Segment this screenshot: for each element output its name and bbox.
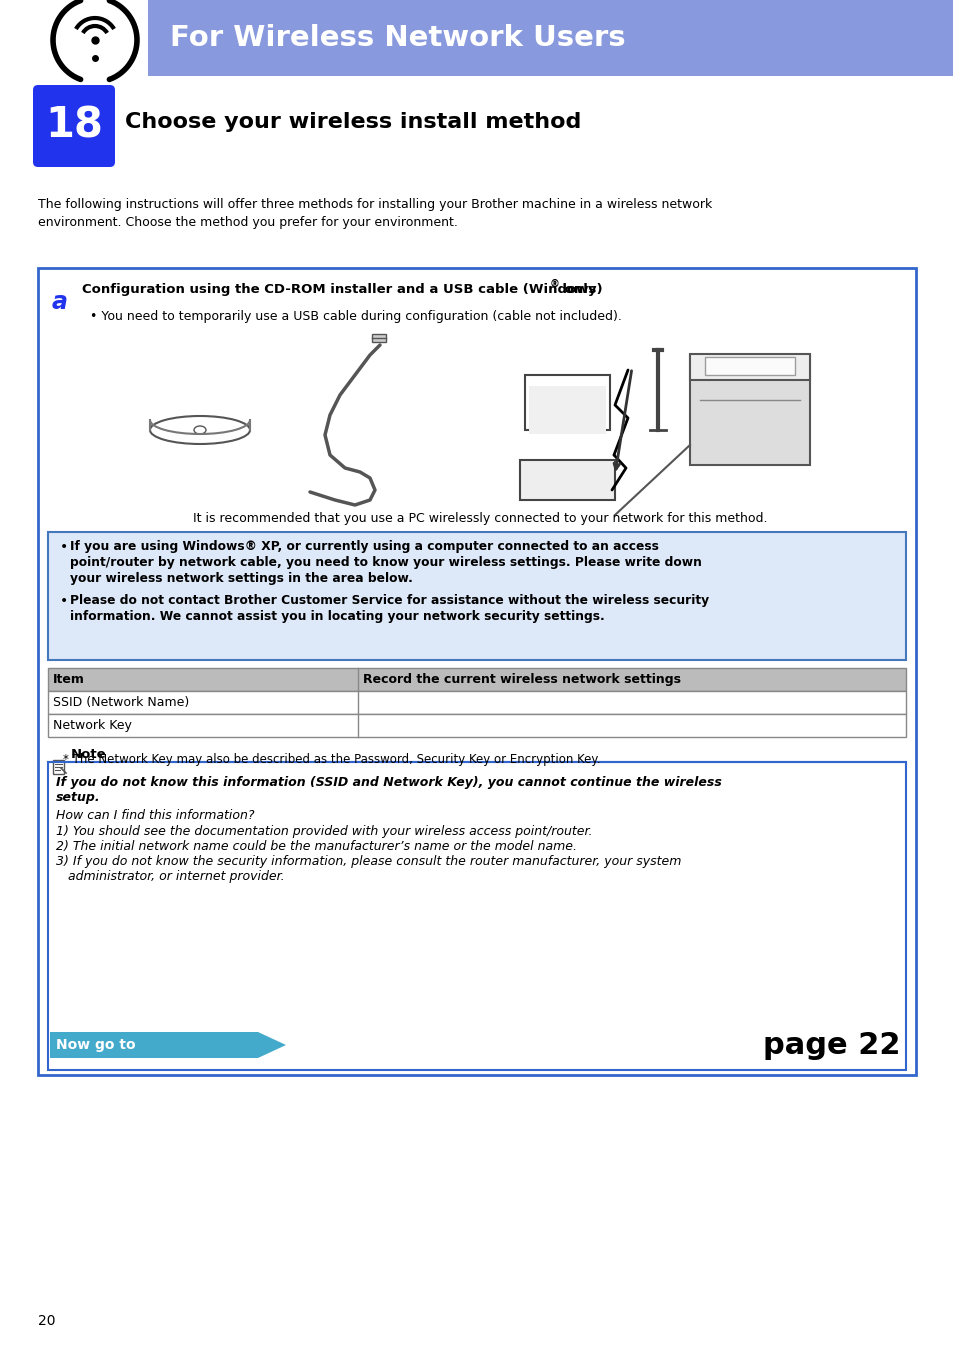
FancyBboxPatch shape bbox=[689, 354, 809, 379]
Ellipse shape bbox=[150, 406, 250, 433]
Bar bbox=[48, 532, 905, 660]
Ellipse shape bbox=[150, 416, 250, 444]
Bar bbox=[524, 375, 609, 431]
Text: •: • bbox=[60, 540, 69, 553]
Text: Record the current wireless network settings: Record the current wireless network sett… bbox=[363, 674, 680, 686]
Text: 1) You should see the documentation provided with your wireless access point/rou: 1) You should see the documentation prov… bbox=[56, 825, 592, 838]
Bar bbox=[704, 356, 794, 375]
Ellipse shape bbox=[193, 427, 206, 433]
Text: • You need to temporarily use a USB cable during configuration (cable not includ: • You need to temporarily use a USB cabl… bbox=[90, 310, 621, 323]
Text: only): only) bbox=[559, 284, 602, 296]
FancyBboxPatch shape bbox=[689, 355, 809, 464]
Bar bbox=[48, 668, 905, 691]
Text: 3) If you do not know the security information, please consult the router manufa: 3) If you do not know the security infor… bbox=[56, 855, 680, 868]
Bar bbox=[53, 760, 64, 774]
Text: If you do not know this information (SSID and Network Key), you cannot continue : If you do not know this information (SSI… bbox=[56, 776, 721, 788]
Bar bbox=[48, 714, 905, 737]
Text: 18: 18 bbox=[45, 105, 103, 147]
Text: Network Key: Network Key bbox=[53, 720, 132, 732]
Text: The following instructions will offer three methods for installing your Brother : The following instructions will offer th… bbox=[38, 198, 712, 230]
Text: 2) The initial network name could be the manufacturer’s name or the model name.: 2) The initial network name could be the… bbox=[56, 840, 577, 853]
Text: Note: Note bbox=[71, 748, 107, 761]
Text: page 22: page 22 bbox=[762, 1030, 900, 1060]
Text: It is recommended that you use a PC wirelessly connected to your network for thi: It is recommended that you use a PC wire… bbox=[193, 512, 766, 525]
Text: If you are using Windows® XP, or currently using a computer connected to an acce: If you are using Windows® XP, or current… bbox=[70, 540, 659, 553]
Text: * The Network Key may also be described as the Password, Security Key or Encrypt: * The Network Key may also be described … bbox=[48, 753, 599, 765]
Text: information. We cannot assist you in locating your network security settings.: information. We cannot assist you in loc… bbox=[70, 610, 604, 622]
Bar bbox=[48, 761, 905, 1071]
Text: administrator, or internet provider.: administrator, or internet provider. bbox=[56, 869, 284, 883]
Bar bbox=[48, 691, 905, 714]
Bar bbox=[529, 386, 605, 433]
Text: 20: 20 bbox=[38, 1314, 55, 1328]
Text: setup.: setup. bbox=[56, 791, 100, 805]
FancyBboxPatch shape bbox=[33, 85, 115, 167]
Text: a: a bbox=[52, 290, 68, 315]
Text: ®: ® bbox=[550, 279, 559, 289]
Bar bbox=[372, 333, 386, 342]
Text: Configuration using the CD-ROM installer and a USB cable (Windows: Configuration using the CD-ROM installer… bbox=[82, 284, 596, 296]
Text: your wireless network settings in the area below.: your wireless network settings in the ar… bbox=[70, 572, 413, 585]
Text: SSID (Network Name): SSID (Network Name) bbox=[53, 697, 189, 709]
Polygon shape bbox=[50, 1031, 286, 1058]
Bar bbox=[148, 0, 953, 76]
Text: •: • bbox=[60, 594, 69, 608]
Text: point/router by network cable, you need to know your wireless settings. Please w: point/router by network cable, you need … bbox=[70, 556, 701, 568]
Text: For Wireless Network Users: For Wireless Network Users bbox=[170, 24, 625, 53]
Bar bbox=[38, 269, 915, 1075]
Text: Now go to: Now go to bbox=[56, 1038, 135, 1052]
Text: Item: Item bbox=[53, 674, 85, 686]
Text: Please do not contact Brother Customer Service for assistance without the wirele: Please do not contact Brother Customer S… bbox=[70, 594, 708, 608]
Bar bbox=[519, 460, 615, 500]
Text: How can I find this information?: How can I find this information? bbox=[56, 809, 254, 822]
Text: Choose your wireless install method: Choose your wireless install method bbox=[125, 112, 580, 132]
